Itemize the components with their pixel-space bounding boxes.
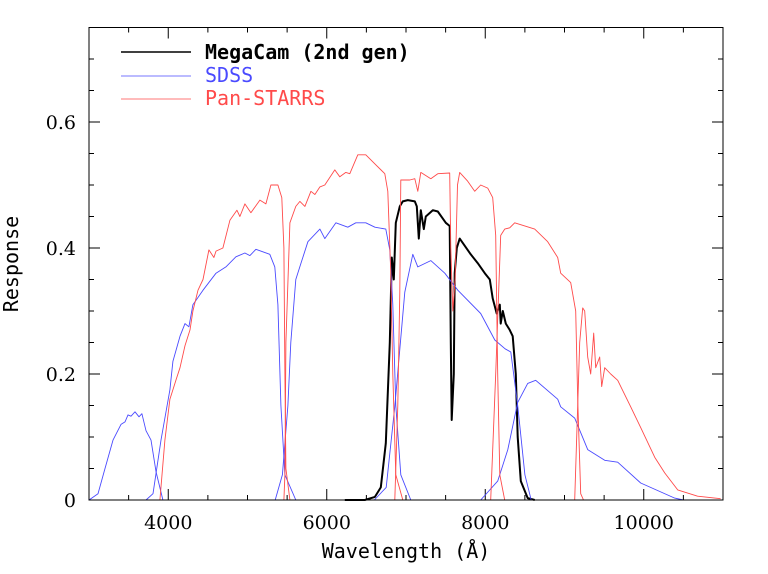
- curve-sdss-band-2: [145, 248, 297, 501]
- x-axis-title: Wavelength (Å): [322, 539, 491, 563]
- y-tick-label: 0: [64, 490, 76, 512]
- curve-sdss-band-3: [274, 222, 412, 501]
- legend-label-sdss: SDSS: [205, 63, 253, 87]
- y-axis-title: Response: [0, 216, 23, 312]
- x-tick-label: 10000: [614, 512, 674, 534]
- curve-pan-starrs-band-5: [574, 307, 721, 501]
- legend-label-megacam: MegaCam (2nd gen): [205, 40, 410, 64]
- x-tick-label: 4000: [144, 512, 192, 534]
- curve-pan-starrs-band-3: [394, 171, 506, 501]
- axis-ticks: [89, 27, 723, 500]
- x-tick-label: 8000: [461, 512, 509, 534]
- plot-curves: [88, 154, 721, 501]
- curve-sdss-band-5: [480, 379, 684, 501]
- legend-label-panstarrs: Pan-STARRS: [205, 86, 325, 110]
- legend: MegaCam (2nd gen) SDSS Pan-STARRS: [121, 40, 410, 110]
- curve-pan-starrs-band-4: [490, 222, 584, 501]
- curve-sdss-band-4: [373, 253, 532, 501]
- curve-megacam-2nd-gen-band-1: [344, 199, 535, 501]
- y-tick-label: 0.2: [46, 364, 76, 386]
- plot-frame: [88, 27, 724, 501]
- curve-pan-starrs-band-2: [283, 154, 404, 501]
- curve-pan-starrs-band-1: [159, 184, 291, 501]
- y-tick-label: 0.6: [46, 112, 76, 134]
- y-tick-label: 0.4: [46, 238, 76, 260]
- curve-sdss-band-1: [88, 411, 164, 501]
- x-tick-label: 6000: [303, 512, 351, 534]
